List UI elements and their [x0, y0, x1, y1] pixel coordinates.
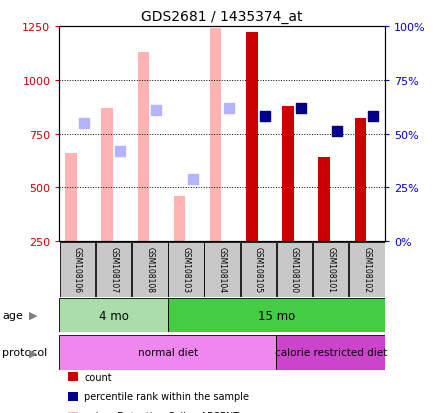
Text: count: count	[84, 372, 112, 382]
Text: ▶: ▶	[29, 310, 37, 320]
Bar	[65, 154, 77, 242]
Text: GSM108102: GSM108102	[363, 247, 371, 292]
Bar	[313, 242, 348, 297]
Point	[117, 148, 124, 155]
Point	[261, 114, 268, 120]
Text: calorie restricted diet: calorie restricted diet	[275, 347, 387, 358]
Bar	[138, 52, 149, 242]
Bar	[241, 242, 276, 297]
Text: GSM108108: GSM108108	[145, 247, 154, 292]
Bar	[101, 109, 113, 242]
Point	[297, 105, 304, 112]
Text: age: age	[2, 310, 23, 320]
Bar	[319, 158, 330, 242]
Point	[81, 120, 88, 127]
Text: GSM108104: GSM108104	[218, 247, 227, 292]
Bar	[132, 242, 168, 297]
Point	[370, 114, 377, 120]
Bar	[205, 242, 240, 297]
Bar	[168, 242, 204, 297]
Text: value, Detection Call = ABSENT: value, Detection Call = ABSENT	[84, 411, 240, 413]
Point	[189, 176, 196, 183]
Text: normal diet: normal diet	[138, 347, 198, 358]
Bar	[174, 197, 185, 242]
Text: protocol: protocol	[2, 347, 48, 358]
Bar	[59, 298, 168, 332]
Text: GSM108105: GSM108105	[254, 247, 263, 292]
Point	[225, 105, 232, 112]
Text: GSM108106: GSM108106	[73, 247, 82, 292]
Bar	[96, 242, 132, 297]
Text: 15 mo: 15 mo	[258, 309, 295, 322]
Bar	[277, 242, 312, 297]
Title: GDS2681 / 1435374_at: GDS2681 / 1435374_at	[141, 10, 303, 24]
Bar	[168, 298, 385, 332]
Bar	[59, 335, 276, 370]
Bar	[276, 335, 385, 370]
Point	[153, 107, 160, 114]
Bar	[355, 119, 366, 242]
Text: GSM108107: GSM108107	[109, 247, 118, 292]
Point	[334, 129, 341, 135]
Text: GSM108103: GSM108103	[182, 247, 191, 292]
Bar	[246, 33, 258, 242]
Bar	[282, 106, 294, 242]
Text: GSM108100: GSM108100	[290, 247, 299, 292]
Bar	[349, 242, 385, 297]
Text: percentile rank within the sample: percentile rank within the sample	[84, 392, 249, 401]
Text: 4 mo: 4 mo	[99, 309, 128, 322]
Bar	[210, 29, 221, 242]
Bar	[60, 242, 95, 297]
Text: GSM108101: GSM108101	[326, 247, 335, 292]
Text: ▶: ▶	[29, 347, 37, 358]
